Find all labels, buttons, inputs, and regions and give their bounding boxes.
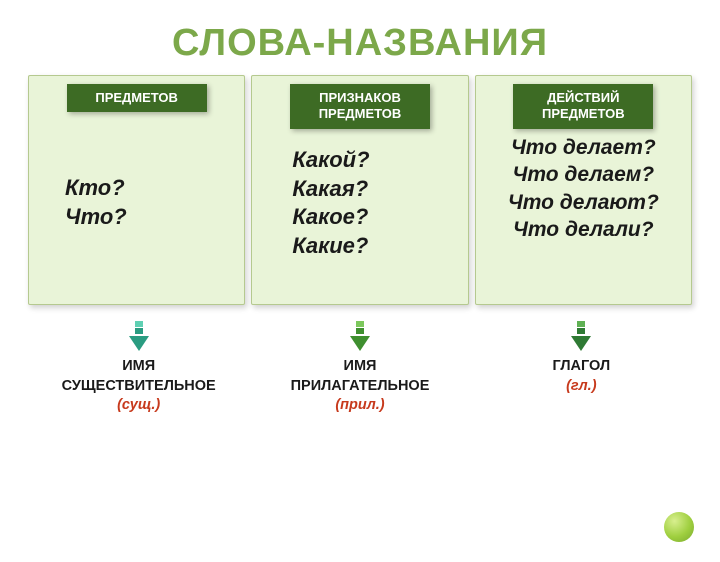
abbrev-adjective: (прил.) [335, 397, 384, 413]
label-adjective: ИМЯ ПРИЛАГАТЕЛЬНОЕ (прил.) [249, 357, 470, 416]
abbrev-verb: (гл.) [566, 378, 596, 394]
card-header-actions: ДЕЙСТВИЙ ПРЕДМЕТОВ [513, 84, 653, 129]
label-verb: ГЛАГОЛ (гл.) [471, 357, 692, 416]
columns-container: ПРЕДМЕТОВ Кто? Что? ПРИЗНАКОВ ПРЕДМЕТОВ … [0, 75, 720, 305]
label-noun: ИМЯ СУЩЕСТВИТЕЛЬНОЕ (сущ.) [28, 357, 249, 416]
questions-objects: Кто? Что? [29, 134, 244, 231]
bottom-labels: ИМЯ СУЩЕСТВИТЕЛЬНОЕ (сущ.) ИМЯ ПРИЛАГАТЕ… [0, 357, 720, 416]
abbrev-noun: (сущ.) [117, 397, 160, 413]
card-header-attributes: ПРИЗНАКОВ ПРЕДМЕТОВ [290, 84, 430, 129]
arrow-down-icon [347, 321, 373, 351]
page-title: СЛОВА-НАЗВАНИЯ [0, 22, 720, 65]
card-attributes: ПРИЗНАКОВ ПРЕДМЕТОВ Какой? Какая? Какое?… [251, 75, 468, 305]
card-header-objects: ПРЕДМЕТОВ [67, 84, 207, 112]
arrow-down-icon [568, 321, 594, 351]
card-objects: ПРЕДМЕТОВ Кто? Что? [28, 75, 245, 305]
arrow-down-icon [126, 321, 152, 351]
part-name: ГЛАГОЛ [471, 357, 692, 377]
part-name: ИМЯ ПРИЛАГАТЕЛЬНОЕ [249, 357, 470, 396]
part-name: ИМЯ СУЩЕСТВИТЕЛЬНОЕ [28, 357, 249, 396]
card-actions: ДЕЙСТВИЙ ПРЕДМЕТОВ Что делает? Что делае… [475, 75, 692, 305]
arrows-row [0, 305, 720, 357]
decorative-circle-icon [664, 512, 694, 542]
questions-attributes: Какой? Какая? Какое? Какие? [252, 134, 467, 260]
questions-actions: Что делает? Что делаем? Что делают? Что … [476, 134, 691, 243]
